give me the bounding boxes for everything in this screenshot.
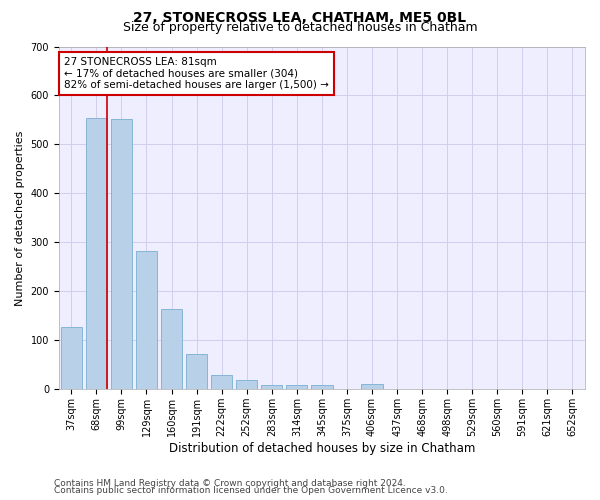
Y-axis label: Number of detached properties: Number of detached properties [15, 130, 25, 306]
Text: Size of property relative to detached houses in Chatham: Size of property relative to detached ho… [122, 22, 478, 35]
Bar [61, 326, 82, 390]
Bar [186, 354, 207, 390]
Text: Contains public sector information licensed under the Open Government Licence v3: Contains public sector information licen… [54, 486, 448, 495]
Bar [286, 385, 307, 390]
Text: 27 STONECROSS LEA: 81sqm
← 17% of detached houses are smaller (304)
82% of semi-: 27 STONECROSS LEA: 81sqm ← 17% of detach… [64, 57, 329, 90]
Bar [161, 309, 182, 390]
Text: 27, STONECROSS LEA, CHATHAM, ME5 0BL: 27, STONECROSS LEA, CHATHAM, ME5 0BL [133, 11, 467, 25]
Bar [211, 374, 232, 390]
Bar [236, 380, 257, 390]
X-axis label: Distribution of detached houses by size in Chatham: Distribution of detached houses by size … [169, 442, 475, 455]
Bar [311, 385, 332, 390]
Bar [86, 118, 107, 390]
Bar [361, 384, 383, 390]
Text: Contains HM Land Registry data © Crown copyright and database right 2024.: Contains HM Land Registry data © Crown c… [54, 478, 406, 488]
Bar [111, 119, 132, 390]
Bar [261, 385, 283, 390]
Bar [136, 250, 157, 390]
